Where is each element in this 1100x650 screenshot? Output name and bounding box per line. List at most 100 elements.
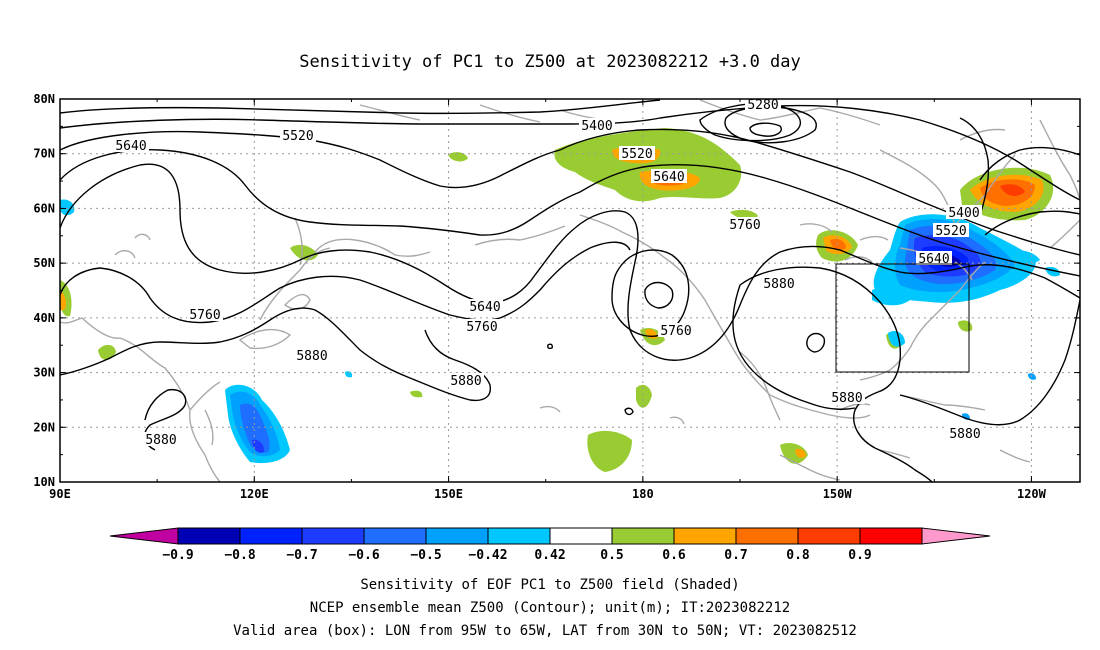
caption-line-1: Sensitivity of EOF PC1 to Z500 field (Sh… <box>360 577 739 593</box>
colorbar-swatch <box>673 527 737 545</box>
contour-line <box>959 117 990 216</box>
lat-tick-label: 50N <box>33 256 55 270</box>
contour-label-value: 5640 <box>469 300 500 315</box>
contour-label: 5880 <box>294 348 330 364</box>
contour-label-value: 5640 <box>115 139 146 154</box>
colorbar-max-arrow <box>921 527 991 545</box>
positive-sensitivity-area <box>1000 184 1025 196</box>
colorbar: −0.9 −0.8 −0.7 −0.6 −0.5 −0.42 0.42 0.5 0.6 0.7 0.… <box>109 527 991 563</box>
lat-tick-label: 60N <box>33 201 55 215</box>
contour-line <box>806 332 826 353</box>
contour-line <box>732 284 856 410</box>
contour-label-value: 5400 <box>948 206 979 221</box>
colorbar-label: 0.8 <box>786 548 810 563</box>
contour-line <box>60 130 561 189</box>
valid-area-box <box>835 263 970 373</box>
colorbar-swatch <box>239 527 303 545</box>
contour-label: 5520 <box>933 223 969 239</box>
colorbar-label: 0.42 <box>534 548 565 563</box>
colorbar-label: −0.5 <box>410 548 441 563</box>
contour-label-value: 5760 <box>660 324 691 339</box>
contour-line <box>574 210 1080 361</box>
contour-line <box>659 104 1080 201</box>
lat-tick-label: 20N <box>33 420 55 434</box>
negative-sensitivity-area <box>872 288 910 306</box>
contour-label-value: 5880 <box>831 391 862 406</box>
contour-label-value: 5880 <box>296 349 327 364</box>
colorbar-swatch <box>611 527 675 545</box>
colorbar-label: −0.6 <box>348 548 379 563</box>
lon-tick-label: 150E <box>434 487 463 501</box>
contour-label: 5640 <box>916 251 952 267</box>
contour-line <box>979 146 1080 181</box>
contour-label: 5400 <box>579 118 615 134</box>
lat-tick-label: 80N <box>33 92 55 106</box>
positive-sensitivity-area <box>636 384 652 408</box>
lon-tick-label: 120E <box>240 487 269 501</box>
contour-label-value: 5520 <box>935 224 966 239</box>
contour-label: 5640 <box>467 299 503 315</box>
latitude-axis: 80N 70N 60N 50N 40N 30N 20N 10N <box>33 92 55 489</box>
contour-line <box>60 307 492 402</box>
contour-label: 5520 <box>619 146 655 162</box>
contour-label: 5760 <box>464 319 500 335</box>
contour-label: 5640 <box>113 138 149 154</box>
contour-label: 5880 <box>947 426 983 442</box>
contour-line <box>984 210 1080 236</box>
colorbar-swatch <box>363 527 427 545</box>
colorbar-swatch <box>549 527 613 545</box>
contour-line <box>624 407 634 416</box>
lon-tick-label: 90E <box>49 487 71 501</box>
contour-label: 5520 <box>280 128 316 144</box>
contour-label: 5880 <box>448 373 484 389</box>
colorbar-label: 0.5 <box>600 548 623 563</box>
contour-line <box>60 149 581 236</box>
caption-line-2: NCEP ensemble mean Z500 (Contour); unit(… <box>310 600 790 616</box>
positive-sensitivity-area <box>98 344 116 360</box>
colorbar-label: −0.7 <box>286 548 317 563</box>
contour-line <box>749 122 782 137</box>
lat-tick-label: 70N <box>33 147 55 161</box>
contour-line <box>547 343 553 350</box>
negative-sensitivity-area <box>1010 250 1040 264</box>
contour-label: 5880 <box>761 276 797 292</box>
negative-sensitivity-area <box>252 439 265 453</box>
contour-line <box>60 99 661 115</box>
negative-sensitivity-area <box>1028 373 1036 380</box>
colorbar-label: 0.9 <box>848 548 871 563</box>
contour-label: 5280 <box>745 97 781 113</box>
negative-sensitivity-area <box>888 331 905 347</box>
contour-label-value: 5520 <box>621 147 652 162</box>
colorbar-swatch <box>735 527 799 545</box>
caption-line-3: Valid area (box): LON from 95W to 65W, L… <box>233 623 857 639</box>
contour-line <box>644 281 674 309</box>
lat-tick-label: 30N <box>33 366 55 380</box>
colorbar-label: −0.8 <box>224 548 255 563</box>
colorbar-swatch <box>487 527 551 545</box>
contour-label-value: 5280 <box>747 98 778 113</box>
contour-label-value: 5520 <box>282 129 313 144</box>
contour-label: 5640 <box>651 169 687 185</box>
lat-tick-label: 10N <box>33 475 55 489</box>
positive-sensitivity-area <box>830 238 846 250</box>
contour-line <box>899 299 1080 426</box>
longitude-axis: 90E 120E 150E 180 150W 120W <box>49 487 1046 501</box>
colorbar-label: −0.9 <box>162 548 193 563</box>
colorbar-swatch <box>859 527 923 545</box>
positive-sensitivity-area <box>448 152 468 162</box>
lon-tick-label: 180 <box>632 487 654 501</box>
axis-ticks <box>59 98 1080 483</box>
contour-line <box>579 164 1080 277</box>
colorbar-label: 0.6 <box>662 548 686 563</box>
contour-label-value: 5640 <box>653 170 684 185</box>
contour-label-value: 5400 <box>581 119 612 134</box>
colorbar-label: 0.7 <box>724 548 747 563</box>
gridlines <box>60 99 1080 482</box>
positive-sensitivity-area <box>587 430 632 472</box>
contour-label: 5880 <box>829 390 865 406</box>
contour-label-value: 5880 <box>763 277 794 292</box>
colorbar-label: −0.42 <box>468 548 507 563</box>
contour-label: 5760 <box>727 217 763 233</box>
map-panel: 5280540055205640552056405760588056405760… <box>33 92 1081 501</box>
